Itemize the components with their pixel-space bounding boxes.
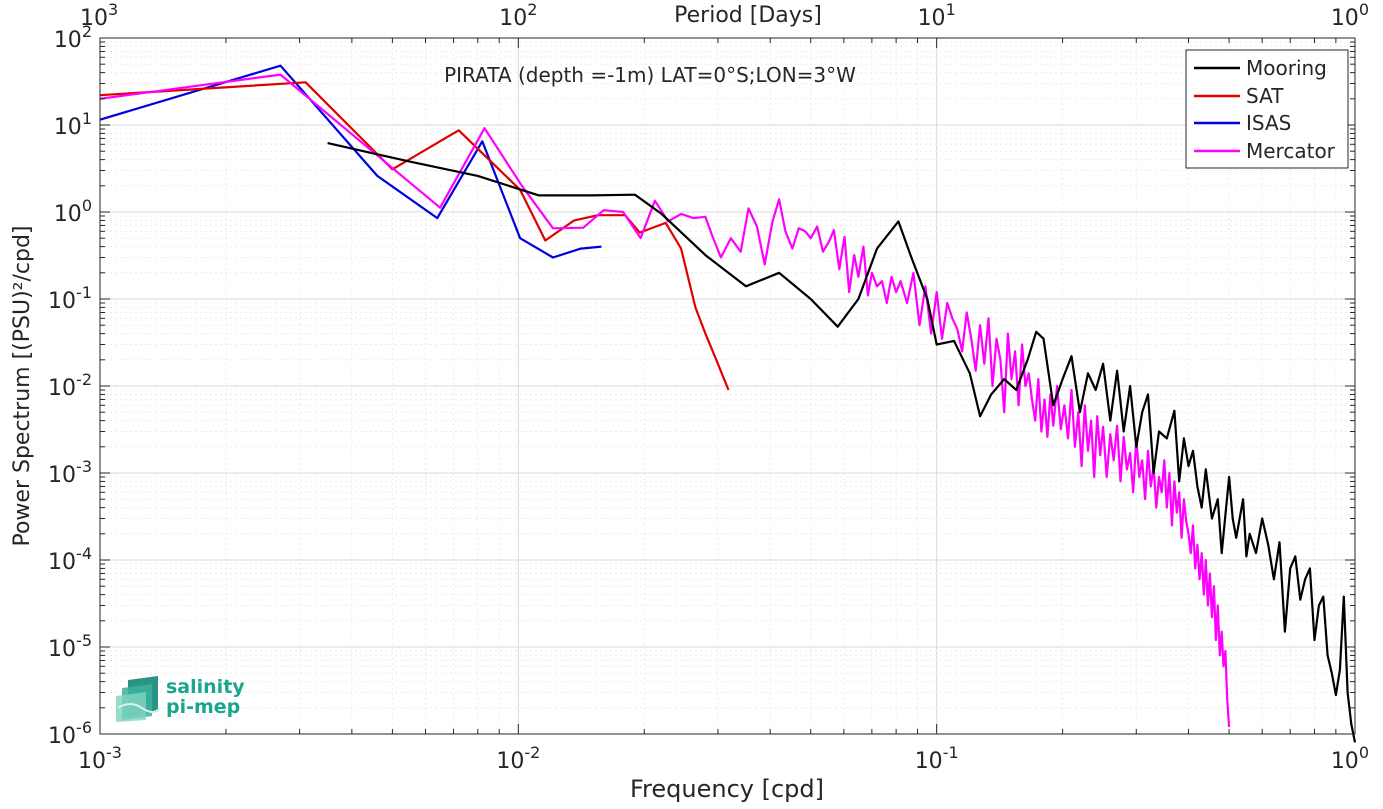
y-tick-label: 10-1 xyxy=(48,283,92,314)
legend-box xyxy=(1185,49,1349,169)
legend-label-mooring: Mooring xyxy=(1246,56,1327,80)
y-tick-label: 10-3 xyxy=(48,457,92,488)
top-tick-label: 103 xyxy=(80,0,118,31)
x-axis-label: Frequency [cpd] xyxy=(630,775,824,803)
salinity-pi-mep-logo: salinity pi-mep xyxy=(116,676,245,722)
x-tick-label: 10-2 xyxy=(496,743,540,774)
logo-text-salinity: salinity xyxy=(166,676,245,698)
series-lines xyxy=(99,64,1357,743)
y-tick-label: 101 xyxy=(54,109,92,140)
y-tick-label: 10-2 xyxy=(48,370,92,401)
series-line-mooring xyxy=(327,142,1357,743)
y-tick-label: 100 xyxy=(54,196,92,227)
y-tick-label: 10-4 xyxy=(48,544,92,575)
logo-mark xyxy=(116,676,161,722)
legend-label-isas: ISAS xyxy=(1246,111,1291,135)
series-line-mercator xyxy=(99,73,1231,728)
y-axis-label: Power Spectrum [(PSU)²/cpd] xyxy=(10,225,35,546)
top-tick-label: 101 xyxy=(918,0,956,31)
x-tick-label: 100 xyxy=(1331,743,1369,774)
top-tick-label: 102 xyxy=(499,0,537,31)
logo-text-pi-mep: pi-mep xyxy=(166,696,240,718)
y-tick-label: 10-6 xyxy=(48,718,92,749)
x-tick-label: 10-1 xyxy=(915,743,959,774)
legend-label-mercator: Mercator xyxy=(1246,139,1336,163)
y-tick-label: 10-5 xyxy=(48,631,92,662)
chart-title: PIRATA (depth =-1m) LAT=0°S;LON=3°W xyxy=(444,63,856,87)
y-tick-label: 102 xyxy=(54,22,92,53)
top-tick-label: 100 xyxy=(1331,0,1369,31)
legend: Mooring SAT ISAS Mercator xyxy=(1185,49,1349,169)
axis-ticks xyxy=(99,37,1356,735)
x-tick-label: 10-3 xyxy=(78,743,122,774)
top-axis-label: Period [Days] xyxy=(674,3,822,28)
legend-label-sat: SAT xyxy=(1246,84,1284,108)
series-line-sat xyxy=(99,81,730,391)
